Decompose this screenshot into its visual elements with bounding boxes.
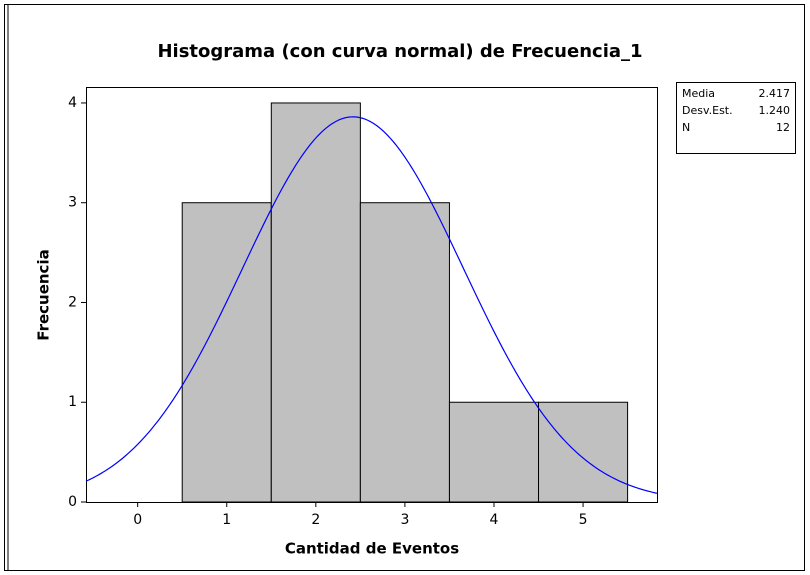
bar bbox=[270, 102, 361, 503]
y-tick-label: 3 bbox=[68, 195, 77, 211]
stat-name: Desv.Est. bbox=[682, 104, 733, 117]
y-axis-label: Frecuencia bbox=[35, 249, 53, 340]
stat-value: 1.240 bbox=[759, 104, 791, 117]
y-tick-label: 2 bbox=[68, 294, 77, 310]
x-axis-label: Cantidad de Eventos bbox=[285, 540, 459, 558]
bar bbox=[448, 401, 540, 503]
x-tick-label: 5 bbox=[579, 512, 588, 528]
bar bbox=[538, 401, 629, 503]
y-tick-label: 0 bbox=[68, 494, 77, 510]
y-tick-label: 1 bbox=[68, 394, 77, 410]
stat-value: 12 bbox=[776, 121, 790, 134]
stat-name: Media bbox=[682, 87, 715, 100]
normal-curve bbox=[85, 116, 658, 494]
x-tick-label: 4 bbox=[490, 512, 499, 528]
frame bbox=[4, 4, 805, 571]
chart-title: Histograma (con curva normal) de Frecuen… bbox=[157, 41, 642, 62]
stat-name: N bbox=[682, 121, 690, 134]
stats-box bbox=[676, 82, 796, 154]
x-tick-label: 2 bbox=[311, 512, 320, 528]
x-tick-label: 0 bbox=[133, 512, 142, 528]
stat-value: 2.417 bbox=[759, 87, 791, 100]
x-tick-label: 3 bbox=[400, 512, 409, 528]
y-tick-label: 4 bbox=[68, 95, 77, 111]
bar bbox=[359, 202, 450, 503]
x-tick-label: 1 bbox=[222, 512, 231, 528]
bar bbox=[181, 202, 272, 503]
